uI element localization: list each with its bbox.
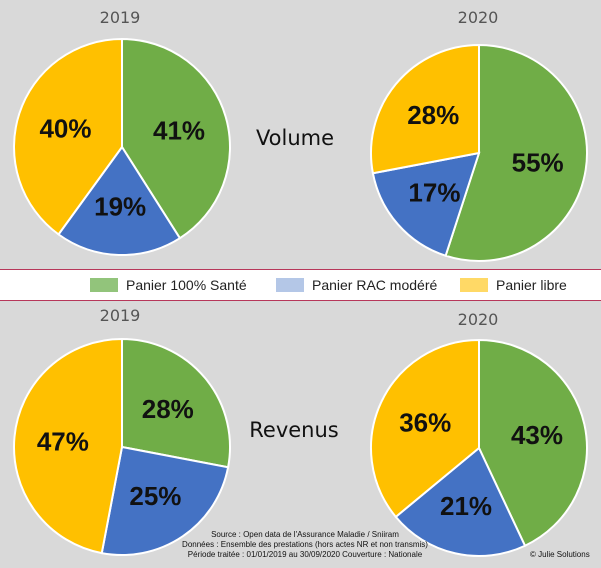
legend-swatch-blue: [276, 278, 304, 292]
pie-data-label: 19%: [94, 191, 146, 221]
legend-label: Panier RAC modéré: [312, 277, 438, 293]
year-label-volume-2020: 2020: [457, 8, 499, 27]
pie-data-label: 28%: [142, 394, 194, 424]
pie-data-label: 43%: [511, 420, 563, 450]
legend-label: Panier 100% Santé: [126, 277, 247, 293]
pie-slice-panier-rac-mod-r-: [371, 151, 481, 257]
section-label-volume: Volume: [255, 126, 335, 150]
pie-data-label: 55%: [512, 147, 564, 177]
pie-data-label: 36%: [399, 408, 451, 438]
section-label-revenus: Revenus: [249, 418, 339, 442]
pie-revenus-2020: 43% 21% 36%: [370, 338, 588, 557]
year-label-revenus-2020: 2020: [457, 310, 499, 329]
legend-item-panier-rac-modere: Panier RAC modéré: [276, 277, 437, 293]
legend: Panier 100% Santé Panier RAC modéré Pani…: [0, 270, 601, 300]
legend-label: Panier libre: [496, 277, 567, 293]
pie-data-label: 17%: [408, 177, 460, 207]
pie-volume-2020: 55% 17% 28%: [370, 43, 588, 262]
pie-slice-panier-libre: [370, 43, 480, 175]
pie-slice-panier-rac-mod-r-: [100, 445, 230, 556]
pie-data-label: 28%: [407, 100, 459, 130]
pie-slice-panier-100-sant-: [444, 43, 588, 262]
pie-data-label: 21%: [440, 491, 492, 521]
year-label-revenus-2019: 2019: [99, 306, 141, 325]
pie-data-label: 40%: [39, 114, 91, 144]
pie-revenus-2019: 28% 25% 47%: [13, 337, 231, 556]
pie-slice-panier-100-sant-: [121, 337, 231, 469]
pie-slice-panier-libre: [13, 337, 123, 555]
pie-data-label: 41%: [153, 115, 205, 145]
legend-swatch-green: [90, 278, 118, 292]
legend-item-panier-libre: Panier libre: [460, 277, 567, 293]
source-note: Source : Open data de l'Assurance Maladi…: [170, 530, 440, 560]
period-line: Période traitée : 01/01/2019 au 30/09/20…: [187, 550, 423, 559]
copyright-text: © Julie Solutions: [530, 550, 590, 559]
pie-slice-panier-rac-mod-r-: [394, 446, 527, 557]
pie-slice-panier-100-sant-: [478, 338, 588, 548]
year-label-volume-2019: 2019: [99, 8, 141, 27]
legend-item-panier-100-sante: Panier 100% Santé: [90, 277, 247, 293]
pie-slice-panier-rac-mod-r-: [57, 145, 182, 256]
pie-data-label: 47%: [37, 426, 89, 456]
pie-slice-panier-libre: [13, 37, 123, 236]
pie-slice-panier-libre: [370, 338, 480, 519]
pie-volume-2019: 41% 19% 40%: [13, 37, 231, 256]
data-line: Données : Ensemble des prestations (hors…: [182, 540, 428, 549]
legend-swatch-yellow: [460, 278, 488, 292]
source-line: Source : Open data de l'Assurance Maladi…: [211, 530, 399, 539]
pie-data-label: 25%: [129, 481, 181, 511]
